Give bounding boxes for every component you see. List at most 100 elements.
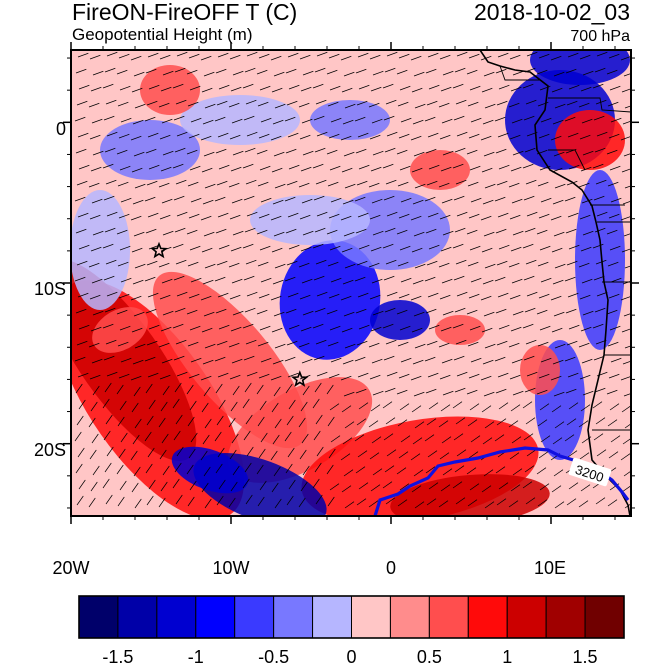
wind-barb bbox=[232, 310, 244, 316]
wind-barb bbox=[484, 343, 496, 349]
lon-label-10w: 10W bbox=[212, 558, 250, 578]
wind-barb bbox=[425, 228, 437, 234]
wind-barb bbox=[554, 183, 566, 189]
wind-barb bbox=[396, 229, 408, 235]
wind-barb bbox=[509, 294, 521, 300]
wind-barb bbox=[300, 481, 308, 492]
colorbar-swatch bbox=[156, 595, 197, 639]
wind-barb bbox=[216, 495, 224, 506]
wind-barb bbox=[134, 103, 146, 109]
wind-barb bbox=[551, 327, 563, 333]
wind-barb bbox=[106, 51, 118, 57]
wind-barb bbox=[116, 69, 128, 75]
wind-barb bbox=[428, 84, 440, 90]
wind-barb bbox=[89, 374, 101, 380]
wind-barb bbox=[159, 449, 167, 460]
wind-barb bbox=[567, 372, 579, 378]
wind-barb bbox=[426, 100, 438, 106]
wind-barb bbox=[467, 341, 479, 347]
wind-barb bbox=[217, 132, 229, 138]
wind-barb bbox=[340, 453, 351, 461]
wind-barb bbox=[243, 355, 255, 361]
wind-barb bbox=[260, 432, 268, 443]
wind-barb bbox=[75, 308, 87, 314]
wind-barb bbox=[104, 147, 116, 153]
wind-barb bbox=[411, 485, 422, 493]
wind-barb bbox=[596, 131, 608, 137]
wind-barb bbox=[130, 135, 142, 141]
wind-barb bbox=[400, 357, 412, 363]
wind-barb bbox=[117, 416, 125, 427]
wind-barb bbox=[243, 115, 255, 121]
wind-barb bbox=[455, 259, 467, 265]
wind-barb bbox=[145, 228, 157, 234]
colorbar-swatch bbox=[234, 595, 275, 639]
wind-barb bbox=[89, 134, 101, 140]
wind-barb bbox=[453, 195, 465, 201]
wind-barb bbox=[74, 431, 82, 442]
wind-barb bbox=[372, 310, 384, 316]
wind-barb bbox=[566, 340, 578, 346]
wind-barb bbox=[133, 466, 141, 477]
wind-barb bbox=[258, 213, 270, 219]
wind-barb bbox=[578, 420, 589, 428]
wind-barb bbox=[217, 52, 229, 58]
wind-barb bbox=[565, 228, 577, 234]
wind-barb bbox=[160, 86, 172, 92]
wind-barb bbox=[397, 181, 409, 187]
wind-barb bbox=[511, 278, 523, 284]
wind-barb bbox=[343, 231, 355, 237]
wind-barb bbox=[134, 498, 142, 509]
wind-barb bbox=[524, 227, 536, 233]
wind-barb bbox=[284, 356, 296, 362]
wind-barb bbox=[104, 307, 116, 313]
wind-barb bbox=[312, 83, 324, 89]
wind-barb bbox=[536, 389, 548, 395]
wind-barb bbox=[539, 403, 550, 411]
wind-barb bbox=[496, 180, 508, 186]
wind-barb bbox=[424, 356, 436, 362]
field-patch bbox=[100, 120, 200, 180]
wind-barb bbox=[175, 494, 183, 505]
wind-barb bbox=[78, 324, 90, 330]
wind-barb bbox=[300, 326, 312, 332]
wind-barb bbox=[578, 182, 590, 188]
wind-barb bbox=[228, 342, 240, 348]
wind-barb bbox=[312, 323, 324, 329]
wind-barb bbox=[537, 261, 549, 267]
wind-barb bbox=[246, 131, 258, 137]
wind-barb bbox=[620, 375, 631, 381]
wind-barb bbox=[90, 326, 102, 332]
wind-barb bbox=[581, 278, 593, 284]
wind-barb bbox=[509, 214, 521, 220]
wind-barb bbox=[76, 415, 84, 426]
wind-barb bbox=[358, 482, 369, 490]
wind-barb bbox=[470, 435, 481, 443]
wind-barb bbox=[328, 293, 340, 299]
wind-barb bbox=[272, 199, 284, 205]
star-marker-2 bbox=[290, 370, 309, 387]
wind-barb bbox=[440, 246, 452, 252]
wind-barb bbox=[428, 324, 440, 330]
wind-barb bbox=[77, 52, 89, 58]
wind-barb bbox=[231, 358, 243, 364]
wind-barb bbox=[622, 360, 631, 365]
wind-barb bbox=[554, 421, 565, 429]
wind-barb bbox=[538, 53, 550, 59]
wind-barb bbox=[187, 181, 199, 187]
wind-barb bbox=[358, 244, 370, 250]
wind-barb bbox=[104, 227, 116, 233]
axis-ticks bbox=[63, 42, 639, 524]
wind-barb bbox=[188, 133, 200, 139]
wind-barb bbox=[456, 51, 468, 57]
wind-barb bbox=[582, 150, 594, 156]
wind-barb bbox=[258, 448, 266, 459]
wind-barb bbox=[564, 356, 576, 362]
wind-barb bbox=[511, 118, 523, 124]
wind-barb bbox=[162, 385, 170, 396]
wind-barb bbox=[88, 262, 100, 268]
wind-barb bbox=[288, 324, 300, 330]
field-patch bbox=[140, 65, 200, 115]
wind-barb bbox=[256, 384, 264, 395]
wind-barb bbox=[273, 311, 285, 317]
